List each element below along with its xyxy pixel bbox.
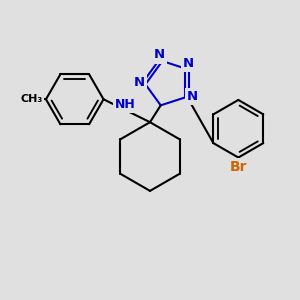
Text: N: N <box>134 76 145 89</box>
Text: N: N <box>183 57 194 70</box>
Text: N: N <box>187 90 198 103</box>
Text: CH₃: CH₃ <box>20 94 42 104</box>
Text: N: N <box>154 49 165 62</box>
Text: Br: Br <box>230 160 248 174</box>
Text: NH: NH <box>115 98 136 111</box>
